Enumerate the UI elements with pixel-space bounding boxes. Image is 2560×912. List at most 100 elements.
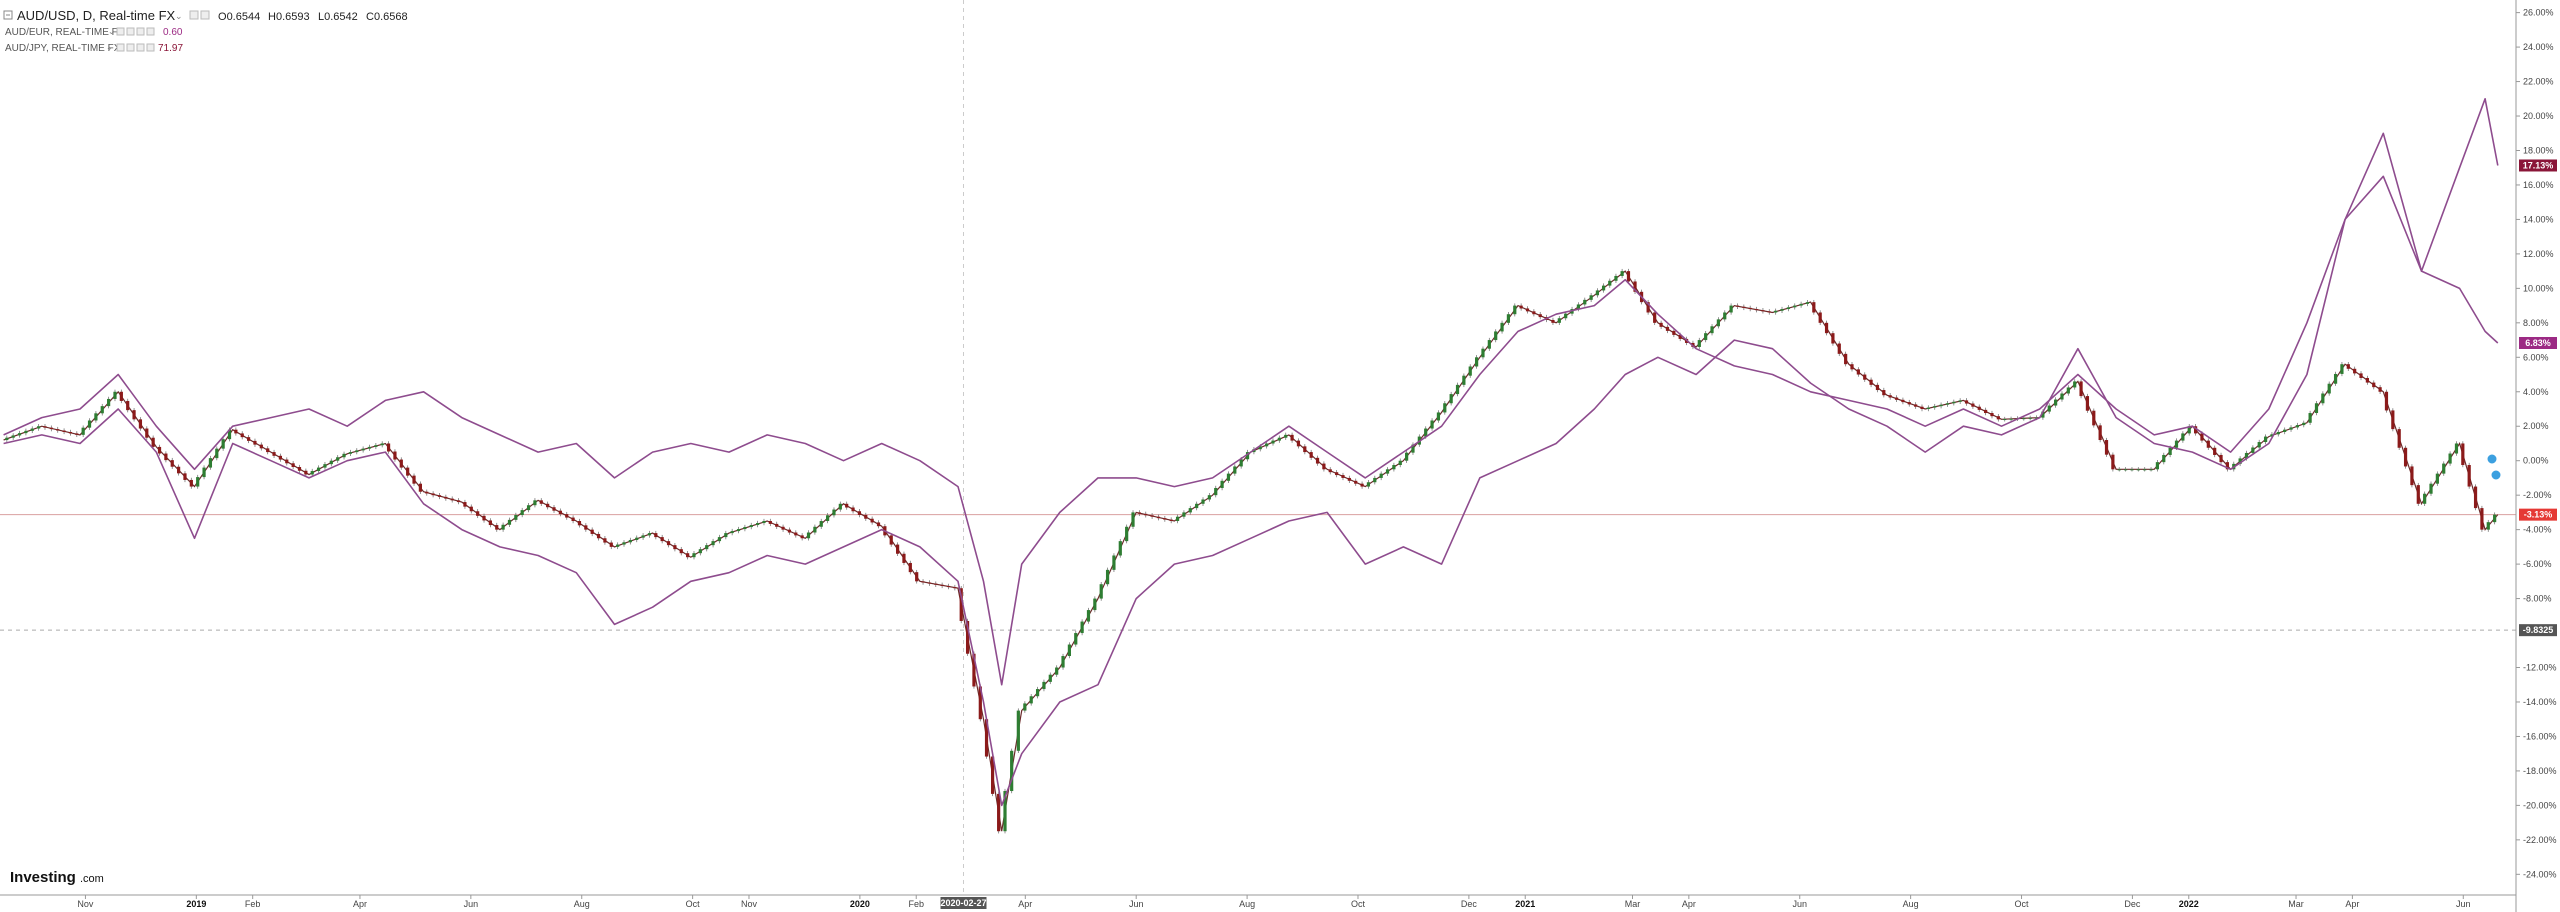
compare-aud-jpy-more-icon[interactable] xyxy=(146,43,155,52)
last-value-badge-aud-eur xyxy=(2519,336,2557,349)
compare-aud-jpy-settings-icon[interactable] xyxy=(116,43,125,52)
event-marker-icon[interactable] xyxy=(2490,469,2502,481)
series-line-aud-eur[interactable] xyxy=(3,175,2499,686)
candle-body xyxy=(673,545,677,550)
candle-body xyxy=(654,533,658,538)
candle-body xyxy=(1016,710,1020,751)
candle-body xyxy=(552,507,556,511)
candle-body xyxy=(1996,416,2000,420)
compare-aud-jpy-label[interactable]: AUD/JPY, REAL-TIME FX xyxy=(5,43,121,54)
compare-aud-jpy-hide-icon[interactable] xyxy=(126,43,135,52)
candle-body xyxy=(1048,674,1052,682)
candle-body xyxy=(565,514,569,518)
y-tick-label: 6.00% xyxy=(2523,352,2549,362)
candle-body xyxy=(132,410,136,420)
compare-aud-eur-remove-icon[interactable] xyxy=(136,27,145,36)
x-tick-label: Feb xyxy=(245,899,261,909)
candle-body xyxy=(202,467,206,478)
candle-body xyxy=(965,620,970,654)
badge-layer: 17.13% 6.83% -3.13% -9.8325 2020-02-27 xyxy=(940,159,2557,909)
candle-body xyxy=(2136,469,2140,471)
main-symbol-dropdown-icon[interactable]: ⌄ xyxy=(175,11,183,21)
candle-body xyxy=(736,529,741,532)
candle-body xyxy=(921,581,925,583)
candle-body xyxy=(1265,443,1269,447)
y-tick-label: 26.00% xyxy=(2523,8,2554,18)
last-value-badge-aud-jpy xyxy=(2519,159,2557,172)
candle-body xyxy=(2149,469,2153,471)
y-tick-label: 4.00% xyxy=(2523,387,2549,397)
candle-body xyxy=(1888,395,1892,398)
candle-body xyxy=(2047,405,2051,412)
series-line-aud-jpy[interactable] xyxy=(3,98,2499,807)
candle-body xyxy=(323,464,327,468)
candle-body xyxy=(2181,433,2185,441)
candle-body xyxy=(1665,326,1670,331)
candle-body xyxy=(1258,446,1262,450)
candle-body xyxy=(1933,406,1937,408)
ohlc-open: O0.6544 xyxy=(218,11,260,23)
compare-aud-jpy-value: 71.97 xyxy=(158,43,183,54)
event-marker-icon[interactable] xyxy=(2486,453,2498,465)
candle-body xyxy=(1704,333,1708,341)
candle-body xyxy=(1112,555,1116,570)
candle-body xyxy=(1481,348,1485,358)
candle-body xyxy=(495,525,499,530)
compare-aud-eur-more-icon[interactable] xyxy=(146,27,155,36)
candle-body xyxy=(1424,428,1428,437)
candle-body xyxy=(138,419,143,429)
compare-aud-jpy-remove-icon[interactable] xyxy=(136,43,145,52)
candle-body xyxy=(2480,508,2484,530)
main-symbol-label[interactable]: AUD/USD, D, Real-time FX xyxy=(17,8,176,23)
candle-body xyxy=(806,532,811,539)
candle-body xyxy=(698,549,702,554)
series-layer[interactable] xyxy=(3,98,2499,834)
candle-body xyxy=(1646,302,1650,313)
candle-body xyxy=(183,473,187,480)
candle-body xyxy=(1601,285,1606,291)
collapse-legend-icon[interactable] xyxy=(3,10,13,20)
y-tick-label: 20.00% xyxy=(2523,111,2554,121)
candle-body xyxy=(24,430,28,434)
compare-aud-eur-dropdown-icon[interactable]: ⌄ xyxy=(108,27,115,36)
candle-body xyxy=(380,443,384,446)
candle-body xyxy=(1035,689,1040,697)
candle-body xyxy=(1780,309,1784,311)
candle-body xyxy=(2117,469,2121,471)
compare-aud-eur-settings-icon[interactable] xyxy=(116,27,125,36)
candle-body xyxy=(2302,422,2306,426)
candle-body xyxy=(2333,373,2338,384)
candle-body xyxy=(1595,290,1600,296)
y-tick-label: 12.00% xyxy=(2523,249,2554,259)
candle-body xyxy=(2174,440,2179,448)
legend-hide-icon[interactable] xyxy=(200,10,210,20)
compare-aud-eur-hide-icon[interactable] xyxy=(126,27,135,36)
candle-body xyxy=(1824,322,1829,334)
candle-body xyxy=(1239,459,1243,467)
candle-body xyxy=(1195,503,1199,509)
candle-body xyxy=(1697,340,1701,347)
candle-body xyxy=(374,445,378,447)
candle-body xyxy=(2085,396,2090,411)
last-value-badge-text: 6.83% xyxy=(2525,338,2551,348)
candle-body xyxy=(1678,334,1682,339)
candle-body xyxy=(11,435,15,438)
candle-body xyxy=(157,446,162,454)
compare-aud-eur-label[interactable]: AUD/EUR, REAL-TIME FX xyxy=(5,27,125,38)
y-tick-label: 22.00% xyxy=(2523,77,2554,87)
compare-aud-eur-value: 0.60 xyxy=(163,27,183,38)
chart-legend: AUD/USD, D, Real-time FX ⌄ O0.6544 H0.65… xyxy=(3,8,408,54)
candle-body xyxy=(342,453,346,458)
candle-body xyxy=(2143,469,2147,471)
candle-body xyxy=(1398,460,1402,466)
candle-body xyxy=(1430,420,1434,429)
candle-body xyxy=(56,429,60,431)
x-tick-label: 2021 xyxy=(1515,899,1535,909)
compare-aud-jpy-dropdown-icon[interactable]: ⌄ xyxy=(106,43,113,52)
legend-settings-icon[interactable] xyxy=(189,10,199,20)
series-candles-aud-usd[interactable] xyxy=(3,268,2499,834)
candle-body xyxy=(2416,485,2420,504)
